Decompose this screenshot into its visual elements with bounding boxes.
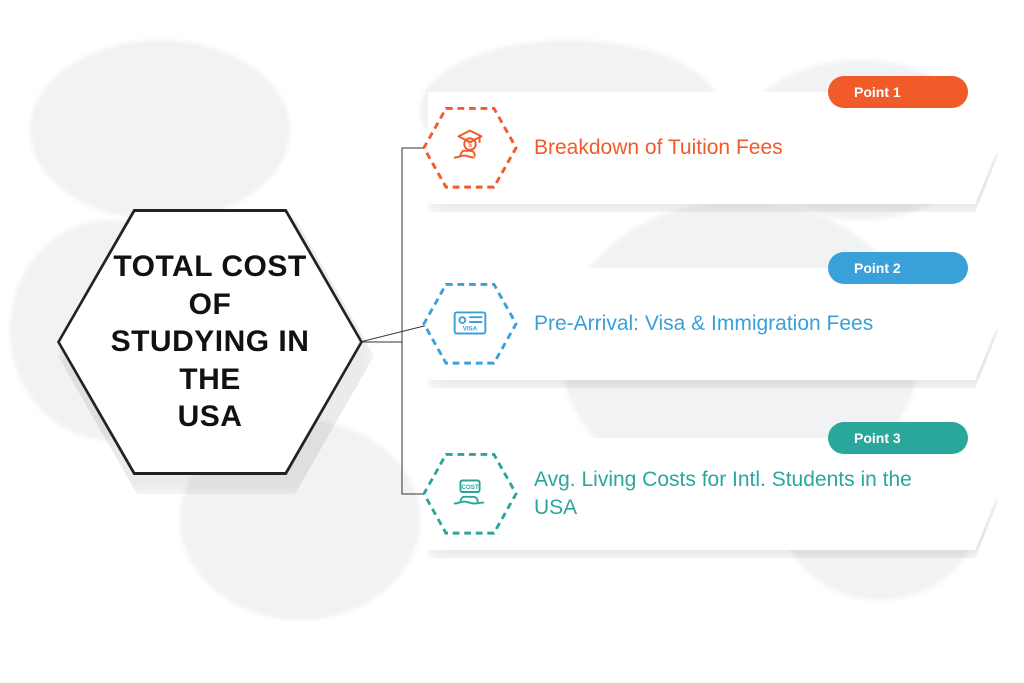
cost-hand-icon: COST bbox=[447, 469, 493, 520]
infographic-stage: TOTAL COST OF STUDYING IN THE USA Breakd… bbox=[0, 0, 1024, 683]
main-title-line1: TOTAL COST OF bbox=[113, 250, 306, 321]
point-title: Avg. Living Costs for Intl. Students in … bbox=[534, 466, 938, 523]
main-title: TOTAL COST OF STUDYING IN THE USA bbox=[96, 248, 324, 436]
point-badge-1: Point 1 bbox=[828, 76, 968, 108]
main-title-line2: STUDYING IN THE bbox=[111, 325, 310, 396]
point-badge-3: Point 3 bbox=[828, 422, 968, 454]
main-title-line3: USA bbox=[178, 400, 243, 433]
visa-card-icon: VISA bbox=[447, 299, 493, 350]
point-badge-2: Point 2 bbox=[828, 252, 968, 284]
graduation-money-icon-hex: $ bbox=[422, 107, 518, 190]
cost-hand-icon-hex: COST bbox=[422, 453, 518, 536]
visa-card-icon-hex: VISA bbox=[422, 283, 518, 366]
graduation-money-icon: $ bbox=[447, 123, 493, 174]
point-title: Pre-Arrival: Visa & Immigration Fees bbox=[534, 310, 873, 338]
svg-text:VISA: VISA bbox=[463, 325, 478, 332]
svg-text:COST: COST bbox=[461, 484, 478, 491]
map-blob bbox=[30, 40, 290, 220]
point-title: Breakdown of Tuition Fees bbox=[534, 134, 783, 162]
